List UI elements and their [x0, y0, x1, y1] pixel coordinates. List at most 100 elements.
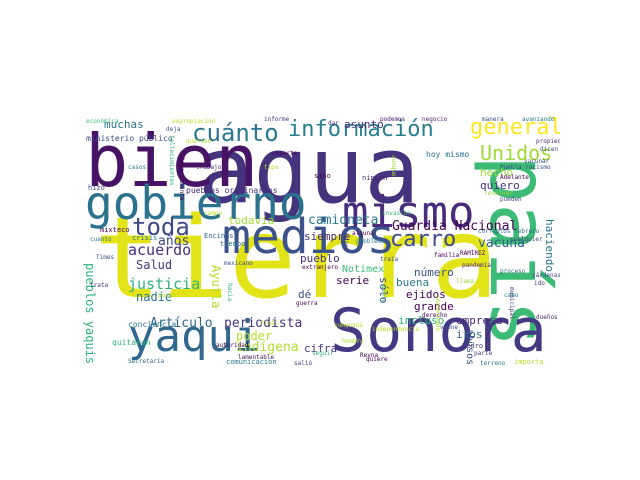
word-cloud: tierra agua bien país Sonora yaqui medio…	[80, 115, 560, 365]
word-cuanto-small: cuanto	[90, 236, 112, 243]
word-salio: salió	[294, 360, 313, 366]
word-lamentable: lamentable	[238, 354, 275, 361]
word-numero: número	[414, 266, 454, 279]
word-todavia: todavía	[228, 214, 275, 227]
word-yaqui: yaqui	[128, 311, 261, 362]
word-fallecimientos: fallecimientos	[168, 135, 175, 186]
word-ningun: ningún	[362, 174, 388, 182]
word-municipal: municipal	[508, 287, 515, 320]
word-reporte: reporte	[272, 150, 298, 157]
word-notimex: Notimex	[342, 264, 385, 275]
word-ramirez: RAMÍREZ	[460, 250, 486, 257]
word-ayutla: Ayutla	[209, 265, 223, 309]
word-asunto: asunto	[344, 118, 384, 131]
word-hacia: hacia	[226, 283, 233, 302]
word-buena: buena	[396, 276, 430, 289]
word-resolver: resolver	[484, 190, 513, 197]
word-carro: carro	[390, 227, 457, 252]
word-cifra: cifra	[304, 342, 338, 355]
word-pueblos-yaquis: pueblos yaquis	[83, 263, 97, 365]
word-departamento: Departamento	[178, 157, 185, 201]
word-propiedad: propiedad	[536, 138, 560, 145]
word-gobierno: gobierno	[85, 176, 307, 230]
word-sino: sino	[314, 172, 331, 180]
word-terreno: terreno	[480, 360, 506, 366]
word-cuanto: cuánto	[192, 119, 279, 147]
word-hecho: hecho	[480, 166, 514, 179]
word-mejor: mejor	[342, 233, 349, 252]
word-pueblo: pueblo	[300, 252, 340, 265]
word-dicen: dicen	[540, 146, 559, 153]
word-pedro: Pedro	[462, 342, 484, 350]
word-comunicacion: comunicación	[226, 358, 277, 366]
word-podemos: podemos	[380, 116, 406, 123]
word-extranjero: extranjero	[302, 264, 339, 271]
word-general: general	[470, 115, 560, 140]
word-cualquier: cualquier	[510, 236, 543, 243]
word-llama: llama	[456, 278, 475, 285]
word-mixteco: mixteco	[100, 226, 130, 234]
word-indigena: indígena	[236, 340, 299, 355]
word-serie: serie	[336, 274, 370, 287]
word-quiero: quiero	[480, 179, 520, 192]
word-sumquana: sumquana	[334, 322, 363, 329]
word-derecho: derecho	[422, 312, 448, 319]
word-trata: trata	[90, 282, 109, 289]
word-solo: sólo	[377, 277, 390, 304]
word-final: final	[260, 320, 279, 327]
word-unidos: Unidos	[480, 141, 553, 165]
word-manera: manera	[482, 116, 504, 123]
word-camioneta: camioneta	[308, 213, 379, 228]
word-haciendo: haciendo	[543, 219, 556, 272]
word-hoy-mismo: hoy mismo	[426, 150, 470, 159]
word-ejidos: ejidos	[406, 288, 446, 301]
word-pandemia: pandemia	[462, 262, 491, 269]
word-tierra: tierra	[94, 194, 499, 324]
word-medios: medios	[222, 209, 396, 265]
word-mismo: mismo	[342, 187, 475, 238]
word-de: dé	[298, 288, 312, 301]
word-campo: campo	[204, 210, 223, 217]
word-trabajo: trabajo	[196, 164, 222, 171]
word-cardenas: cárdenas	[532, 272, 560, 279]
word-autoridad: autoridad	[216, 342, 249, 349]
word-familia: familia	[434, 252, 460, 259]
word-invasion: invasión	[382, 210, 411, 217]
word-querian: querían	[186, 138, 212, 145]
word-alguna: alguna	[352, 230, 374, 237]
word-salud: Salud	[136, 258, 173, 272]
word-duenos: dueños	[536, 314, 558, 321]
word-encinas: Encinas	[204, 232, 234, 240]
word-crisis: crisis	[132, 234, 158, 242]
word-seguir: seguir	[312, 350, 334, 357]
word-ministerio: ministerio público	[86, 134, 173, 143]
word-nadie: nadie	[136, 290, 173, 304]
word-deja: deja	[166, 126, 181, 133]
word-muchas: muchas	[104, 118, 144, 131]
word-mexicano: mexicano	[224, 260, 253, 267]
word-proceso: proceso	[500, 268, 526, 275]
word-adelante: Adelante	[500, 174, 529, 181]
word-corruptos: corruptos febrero	[478, 228, 540, 235]
word-siempre: siempre	[304, 230, 351, 243]
word-tipo: tipo	[264, 164, 279, 171]
word-acuerdo: acuerdo	[128, 241, 192, 259]
word-secretaria: Secretaría	[128, 358, 165, 365]
word-bien: bien	[85, 119, 259, 203]
word-pais: país	[472, 155, 560, 348]
word-pueden: pueden	[500, 196, 522, 203]
word-puebla-racismo: Puebla racismo	[500, 164, 551, 171]
word-dar: dar	[328, 120, 339, 127]
word-ido: ido	[534, 280, 545, 287]
word-negocio: negocio	[422, 116, 448, 123]
word-empresa: empresa	[456, 314, 503, 327]
word-economica: económica	[86, 118, 119, 125]
word-agua: agua	[198, 117, 420, 224]
word-problema: problema	[356, 238, 385, 245]
word-quitaron: quitaron	[112, 338, 151, 347]
word-informe: informe	[264, 116, 290, 123]
word-cabo: cabo	[504, 292, 519, 299]
word-independencia: independencia	[372, 326, 419, 333]
word-sonora: Sonora	[330, 296, 547, 365]
word-vacuna: vacuna	[478, 236, 525, 251]
